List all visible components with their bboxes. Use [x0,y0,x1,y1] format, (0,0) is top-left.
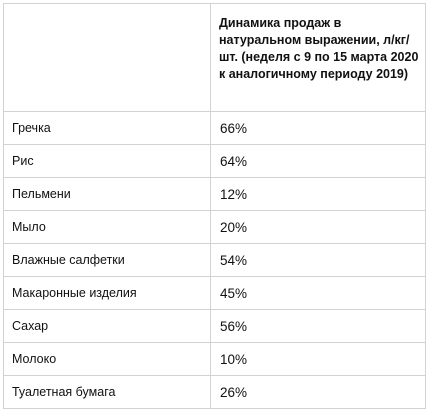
product-name: Туалетная бумага [12,385,116,399]
product-cell: Туалетная бумага [3,375,211,409]
sales-change-value: 10% [220,352,248,367]
table-row: Сахар 56% [3,309,426,343]
product-name: Гречка [12,121,51,135]
product-cell: Мыло [3,210,211,244]
value-cell: 64% [210,144,426,178]
product-name: Пельмени [12,187,71,201]
value-cell: 12% [210,177,426,211]
table-row: Туалетная бумага 26% [3,375,426,409]
product-cell: Сахар [3,309,211,343]
sales-change-value: 26% [220,385,248,400]
sales-change-value: 45% [220,286,248,301]
table-header-row: Динамика продаж в натуральном выражении,… [3,3,426,112]
product-cell: Рис [3,144,211,178]
header-value-label: Динамика продаж в натуральном выражении,… [219,16,419,81]
product-name: Молоко [12,352,57,366]
sales-change-value: 64% [220,154,248,169]
sales-change-value: 54% [220,253,248,268]
value-cell: 56% [210,309,426,343]
sales-change-value: 56% [220,319,248,334]
value-cell: 10% [210,342,426,376]
product-cell: Гречка [3,111,211,145]
product-cell: Пельмени [3,177,211,211]
sales-change-value: 66% [220,121,248,136]
table-row: Макаронные изделия 45% [3,276,426,310]
table-row: Влажные салфетки 54% [3,243,426,277]
sales-dynamics-table: Динамика продаж в натуральном выражении,… [3,3,426,409]
value-cell: 20% [210,210,426,244]
product-name: Мыло [12,220,46,234]
table-row: Гречка 66% [3,111,426,145]
product-name: Влажные салфетки [12,253,125,267]
sales-change-value: 20% [220,220,248,235]
sales-change-value: 12% [220,187,248,202]
table-row: Пельмени 12% [3,177,426,211]
value-cell: 54% [210,243,426,277]
table-row: Мыло 20% [3,210,426,244]
header-value-cell: Динамика продаж в натуральном выражении,… [210,3,426,112]
product-name: Макаронные изделия [12,286,137,300]
value-cell: 26% [210,375,426,409]
product-name: Сахар [12,319,49,333]
table-row: Молоко 10% [3,342,426,376]
product-cell: Молоко [3,342,211,376]
header-product-cell [3,3,211,112]
product-name: Рис [12,154,34,168]
product-cell: Влажные салфетки [3,243,211,277]
value-cell: 45% [210,276,426,310]
table-row: Рис 64% [3,144,426,178]
product-cell: Макаронные изделия [3,276,211,310]
value-cell: 66% [210,111,426,145]
